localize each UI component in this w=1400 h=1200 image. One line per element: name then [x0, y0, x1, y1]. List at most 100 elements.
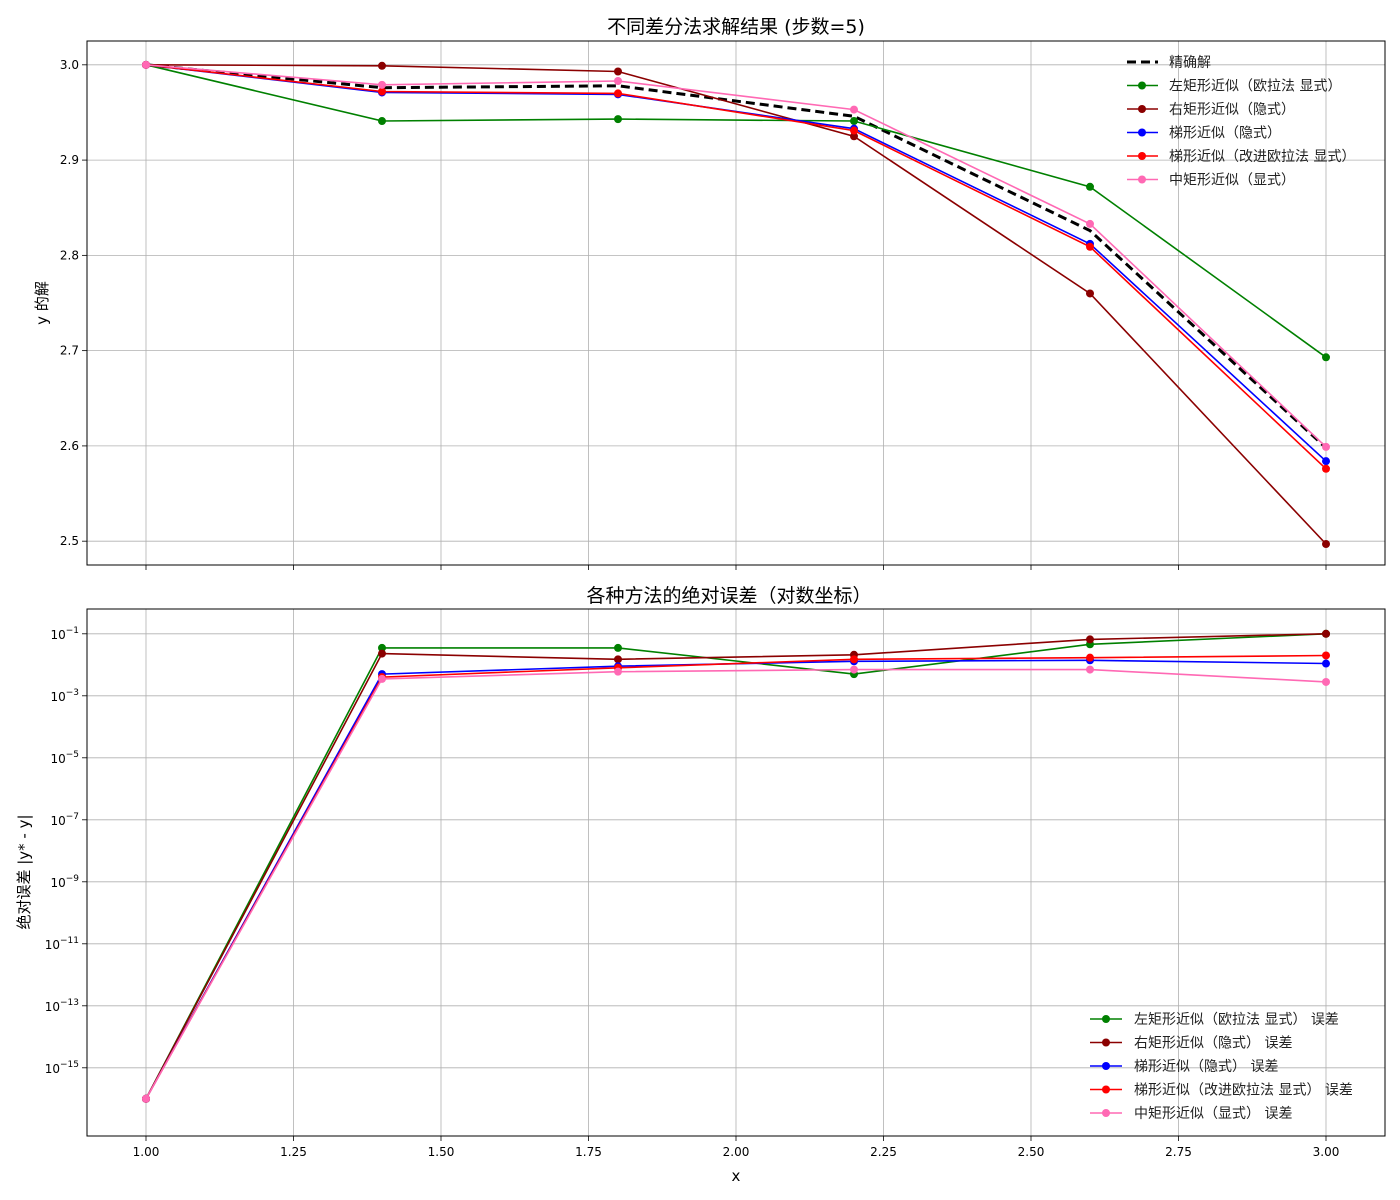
solution-ytick-label: 2.6	[60, 439, 79, 453]
solution-ticks: 2.5 2.6 2.7 2.8 2.9 3.0	[60, 58, 1327, 570]
error-xtick-label: 2.00	[723, 1145, 750, 1159]
solution-point	[142, 60, 150, 69]
solution-point	[614, 67, 622, 76]
error-xtick-label: 1.50	[428, 1145, 455, 1159]
solution-legend-label: 精确解	[1169, 55, 1211, 71]
error-plot: 各种方法的绝对误差（对数坐标） 绝对误差 |y* - y| x 1.00 1.25…	[15, 585, 1386, 1185]
error-legend-label: 左矩形近似（欧拉法 显式） 误差	[1134, 1012, 1339, 1028]
error-legend-marker	[1102, 1062, 1110, 1070]
error-legend-marker	[1102, 1085, 1110, 1094]
solution-series-line-5	[145, 64, 1327, 448]
error-point	[1086, 665, 1094, 674]
solution-ytick-label: 2.9	[60, 153, 79, 167]
error-point	[1086, 635, 1094, 644]
error-point	[1322, 659, 1330, 668]
error-ytick-label: 10−11	[45, 936, 79, 952]
solution-point	[378, 87, 386, 96]
solution-grid	[87, 41, 1385, 565]
error-point	[378, 643, 386, 652]
error-plot-ylabel: 绝对误差 |y* - y|	[15, 814, 33, 929]
error-xtick-label: 1.75	[575, 1145, 602, 1159]
error-legend-marker	[1102, 1015, 1110, 1023]
solution-legend-marker	[1138, 128, 1146, 137]
solution-point	[850, 117, 858, 126]
error-point	[850, 665, 858, 674]
solution-point	[614, 77, 622, 86]
solution-point	[850, 132, 858, 141]
solution-series	[142, 60, 1330, 549]
error-xtick-label: 3.00	[1313, 1145, 1340, 1159]
error-series-line-1	[145, 633, 1327, 1100]
solution-point	[1322, 353, 1330, 362]
error-ytick-label: 10−13	[45, 998, 79, 1014]
solution-series-line-1	[145, 64, 1327, 358]
solution-point	[1322, 442, 1330, 451]
solution-point	[378, 61, 386, 70]
solution-ytick-label: 2.5	[60, 534, 79, 548]
solution-plot-frame	[86, 40, 1386, 566]
solution-legend-marker	[1138, 81, 1146, 90]
solution-point	[1086, 182, 1094, 191]
error-legend-label: 梯形近似（改进欧拉法 显式） 误差	[1134, 1083, 1353, 1099]
solution-plot: 不同差分法求解结果 (步数=5) y 的解 2.5 2.6 2.7 2.8 2.9 3.0…	[33, 16, 1386, 570]
error-legend-label: 梯形近似（隐式） 误差	[1134, 1059, 1278, 1075]
solution-point	[1086, 219, 1094, 228]
solution-legend-label: 梯形近似（改进欧拉法 显式）	[1169, 149, 1355, 165]
solution-point	[1086, 289, 1094, 298]
error-point	[1322, 629, 1330, 638]
solution-legend-label: 右矩形近似（隐式）	[1169, 102, 1295, 118]
error-xtick-label: 2.50	[1018, 1145, 1045, 1159]
error-legend-label: 中矩形近似（显式） 误差	[1134, 1106, 1292, 1122]
solution-ytick-label: 2.7	[60, 344, 79, 358]
error-ytick-label: 10−1	[50, 626, 79, 642]
error-series-line-0	[145, 633, 1327, 1100]
error-point	[378, 649, 386, 658]
error-ytick-label: 10−15	[45, 1060, 79, 1076]
solution-legend-label: 中矩形近似（显式）	[1169, 173, 1295, 189]
solution-point	[1322, 457, 1330, 466]
error-ytick-label: 10−5	[50, 750, 79, 766]
solution-point	[614, 89, 622, 98]
error-ticks: 1.00 1.25 1.50 1.75 2.00 2.25 2.50 2.75 3.00 10−1…	[45, 626, 1340, 1159]
error-xtick-label: 1.25	[280, 1145, 307, 1159]
solution-point	[850, 126, 858, 135]
solution-legend-marker	[1138, 152, 1146, 160]
solution-point	[850, 105, 858, 114]
solution-series-line-0	[145, 63, 1328, 449]
solution-ytick-label: 3.0	[60, 58, 79, 72]
solution-point	[614, 115, 622, 124]
solution-ytick-label: 2.8	[60, 248, 79, 262]
error-point	[1322, 677, 1330, 686]
solution-point	[378, 80, 386, 89]
solution-plot-ylabel: y 的解	[33, 281, 51, 325]
solution-point	[378, 117, 386, 126]
error-legend-marker	[1102, 1038, 1110, 1047]
error-point	[378, 674, 386, 683]
solution-point	[1322, 540, 1330, 549]
error-point	[614, 655, 622, 664]
solution-legend-marker	[1138, 105, 1146, 113]
solution-plot-title: 不同差分法求解结果 (步数=5)	[607, 16, 865, 38]
error-point	[1086, 653, 1094, 662]
solution-legend-label: 梯形近似（隐式）	[1169, 126, 1281, 142]
solution-legend-label: 左矩形近似（欧拉法 显式）	[1169, 79, 1341, 95]
error-ytick-label: 10−7	[50, 812, 79, 828]
error-xtick-label: 2.75	[1165, 1145, 1192, 1159]
error-point	[614, 667, 622, 676]
error-series	[142, 629, 1330, 1103]
error-xtick-label: 1.00	[133, 1145, 160, 1159]
error-series-line-4	[145, 668, 1327, 1100]
solution-series-line-2	[145, 64, 1327, 545]
error-ytick-label: 10−9	[50, 874, 79, 890]
error-xtick-label: 2.25	[870, 1145, 897, 1159]
error-legend-marker	[1102, 1109, 1110, 1117]
error-plot-xlabel: x	[732, 1167, 741, 1185]
solution-legend-marker	[1138, 175, 1146, 184]
error-point	[614, 643, 622, 652]
solution-point	[1322, 464, 1330, 473]
error-legend-label: 右矩形近似（隐式） 误差	[1134, 1036, 1292, 1052]
error-ytick-label: 10−3	[50, 688, 79, 704]
error-point	[850, 655, 858, 664]
